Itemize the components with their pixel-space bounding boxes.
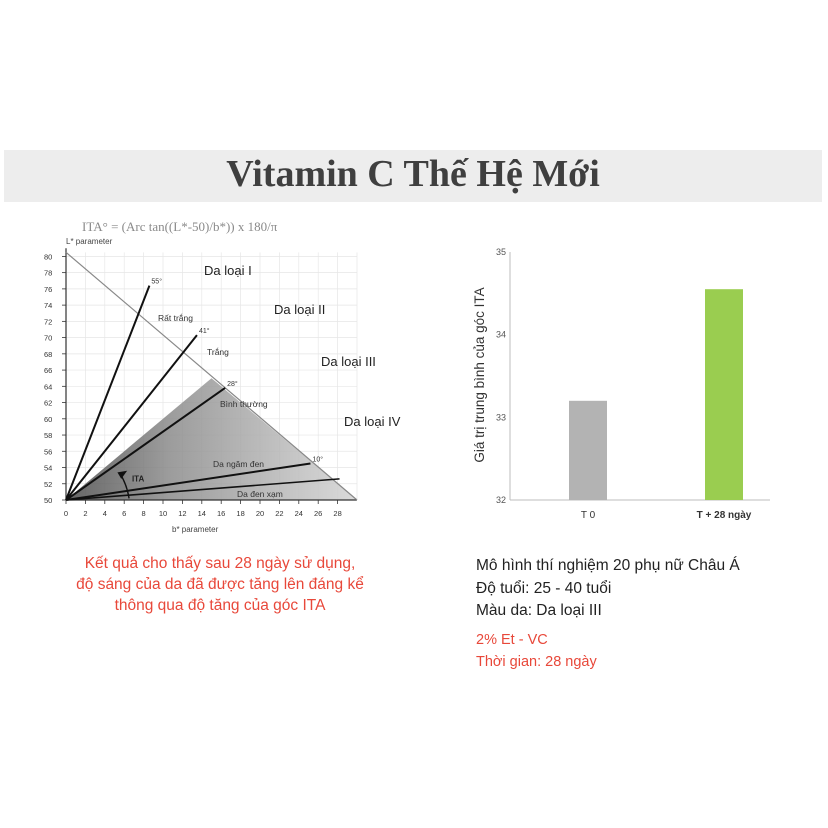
- ita-ray-4: [65, 462, 311, 501]
- x-tick-label: 18: [236, 509, 244, 518]
- ita-ray-2: [65, 334, 198, 501]
- y-tick-label: 58: [44, 431, 52, 440]
- bar-y-tick-label: 34: [496, 330, 506, 340]
- skin-zone-label: Da ngăm đen: [213, 459, 264, 469]
- y-tick-label: 76: [44, 285, 52, 294]
- title-banner: Vitamin C Thế Hệ Mới: [4, 150, 822, 202]
- skin-zone-label: Trắng: [207, 347, 229, 357]
- study-info: Mô hình thí nghiệm 20 phụ nữ Châu Á Độ t…: [476, 555, 740, 674]
- angle-label: 28°: [227, 380, 238, 388]
- angle-label: 10°: [312, 455, 323, 463]
- y-axis-label: L* parameter: [66, 237, 113, 246]
- x-tick-label: 14: [198, 509, 206, 518]
- x-tick-label: 4: [103, 509, 107, 518]
- angle-label: 55°: [151, 278, 162, 286]
- bar-category-label: T + 28 ngày: [697, 510, 752, 521]
- skin-zone-label: Da đen xạm: [237, 489, 283, 499]
- y-tick-label: 60: [44, 415, 52, 424]
- bar-1: [569, 400, 607, 500]
- x-tick-label: 12: [178, 509, 186, 518]
- study-skin: Màu da: Da loại III: [476, 602, 602, 619]
- y-tick-label: 64: [44, 382, 52, 391]
- y-tick-label: 72: [44, 317, 52, 326]
- y-tick-label: 50: [44, 496, 52, 505]
- x-tick-label: 26: [314, 509, 322, 518]
- x-tick-label: 24: [295, 509, 303, 518]
- bar-y-tick-label: 33: [496, 412, 506, 422]
- ita-ray-5: [65, 478, 340, 501]
- ita-ray-1: [65, 285, 151, 501]
- x-tick-label: 8: [142, 509, 146, 518]
- angle-label: 41°: [199, 327, 210, 335]
- skin-type-label: Da loại IV: [344, 414, 401, 429]
- y-tick-label: 70: [44, 334, 52, 343]
- skin-zone-label: Rất trắng: [158, 313, 193, 323]
- page-title: Vitamin C Thế Hệ Mới: [226, 153, 600, 195]
- y-tick-label: 68: [44, 350, 52, 359]
- study-age: Độ tuổi: 25 - 40 tuổi: [476, 579, 612, 597]
- y-tick-label: 74: [44, 301, 52, 310]
- x-tick-label: 6: [122, 509, 126, 518]
- x-axis-label: b* parameter: [172, 525, 219, 534]
- y-tick-label: 52: [44, 480, 52, 489]
- caption-line-1: Kết quả cho thấy sau 28 ngày sử dụng,: [84, 555, 356, 572]
- bar-y-tick-label: 32: [496, 495, 506, 505]
- x-tick-label: 16: [217, 509, 225, 518]
- study-duration: Thời gian: 28 ngày: [476, 654, 597, 670]
- bar-y-tick-label: 35: [496, 247, 506, 257]
- y-tick-label: 62: [44, 399, 52, 408]
- skin-type-label: Da loại II: [274, 302, 325, 317]
- caption-line-3: thông qua độ tăng của góc ITA: [114, 597, 326, 614]
- ita-marker: ITA: [132, 474, 145, 483]
- shaded-region: [66, 378, 357, 500]
- skin-type-label: Da loại I: [204, 263, 252, 278]
- x-tick-label: 10: [159, 509, 167, 518]
- y-tick-label: 80: [44, 252, 52, 261]
- study-model: Mô hình thí nghiệm 20 phụ nữ Châu Á: [476, 557, 740, 574]
- x-tick-label: 20: [256, 509, 264, 518]
- bar-category-label: T 0: [581, 510, 596, 521]
- x-tick-label: 0: [64, 509, 68, 518]
- result-caption: Kết quả cho thấy sau 28 ngày sử dụng, độ…: [30, 553, 410, 616]
- diagonal-boundary: [65, 251, 358, 501]
- x-tick-label: 28: [333, 509, 341, 518]
- x-tick-label: 22: [275, 509, 283, 518]
- bar-2: [705, 289, 743, 500]
- skin-type-label: Da loại III: [321, 354, 376, 369]
- y-tick-label: 66: [44, 366, 52, 375]
- y-tick-label: 56: [44, 447, 52, 456]
- x-tick-label: 2: [83, 509, 87, 518]
- ita-formula: ITA° = (Arc tan((L*-50)/b*)) x 180/π: [82, 219, 278, 234]
- ita-ray-3: [65, 387, 226, 501]
- y-tick-label: 54: [44, 464, 52, 473]
- ita-arc-arrowhead: [117, 470, 128, 479]
- bar-chart-ylabel: Giá trị trung bình của góc ITA: [472, 287, 487, 462]
- skin-zone-label: Bình thường: [220, 399, 268, 409]
- study-ingredient: 2% Et - VC: [476, 631, 548, 648]
- y-tick-label: 78: [44, 269, 52, 278]
- caption-line-2: độ sáng của da đã được tăng lên đáng kể: [76, 576, 364, 593]
